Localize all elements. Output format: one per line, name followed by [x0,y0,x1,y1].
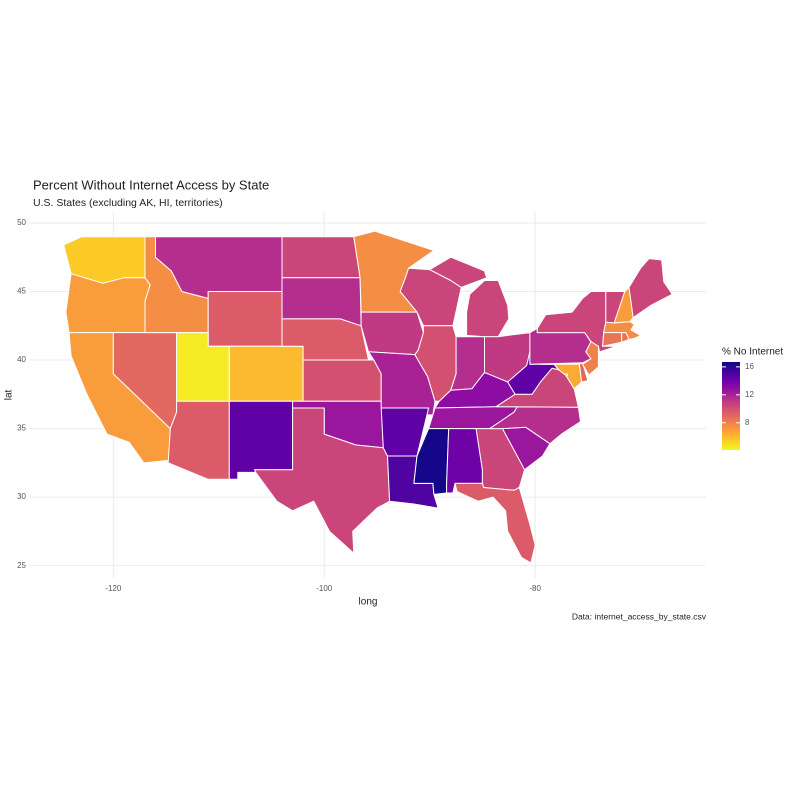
colorbar-tick-label: 8 [745,418,750,427]
y-tick-label: 45 [17,287,26,296]
chart-title: Percent Without Internet Access by State [33,177,269,192]
colorbar [722,362,740,450]
state [360,311,424,356]
state [613,286,634,324]
x-tick-label: -100 [316,584,333,593]
state [228,345,304,402]
state [529,328,592,365]
y-tick-label: 40 [17,355,26,364]
legend-title: % No Internet [722,347,783,358]
state [254,407,391,554]
caption: Data: internet_access_by_state.csv [572,611,707,621]
state [207,291,283,347]
y-tick-label: 25 [17,561,26,570]
state [628,258,673,319]
y-tick-label: 30 [17,492,26,501]
legend: 8 12 16 [722,362,754,450]
state [414,325,457,402]
state [281,236,361,279]
state [602,332,623,347]
chart-subtitle: U.S. States (excluding AK, HI, territori… [33,197,223,209]
y-tick-label: 50 [17,218,26,227]
state [228,400,294,480]
state [489,406,581,445]
x-tick-label: -120 [105,584,122,593]
state [167,400,230,480]
state [65,273,151,334]
state [565,373,569,377]
state [454,482,536,564]
x-tick-label: -80 [529,584,541,593]
state [302,359,382,402]
colorbar-tick-label: 16 [745,362,754,371]
y-axis-label: lat [4,389,15,400]
x-axis-label: long [359,597,378,608]
colorbar-tick-label: 12 [745,390,754,399]
y-tick-label: 35 [17,424,26,433]
map [63,230,673,564]
